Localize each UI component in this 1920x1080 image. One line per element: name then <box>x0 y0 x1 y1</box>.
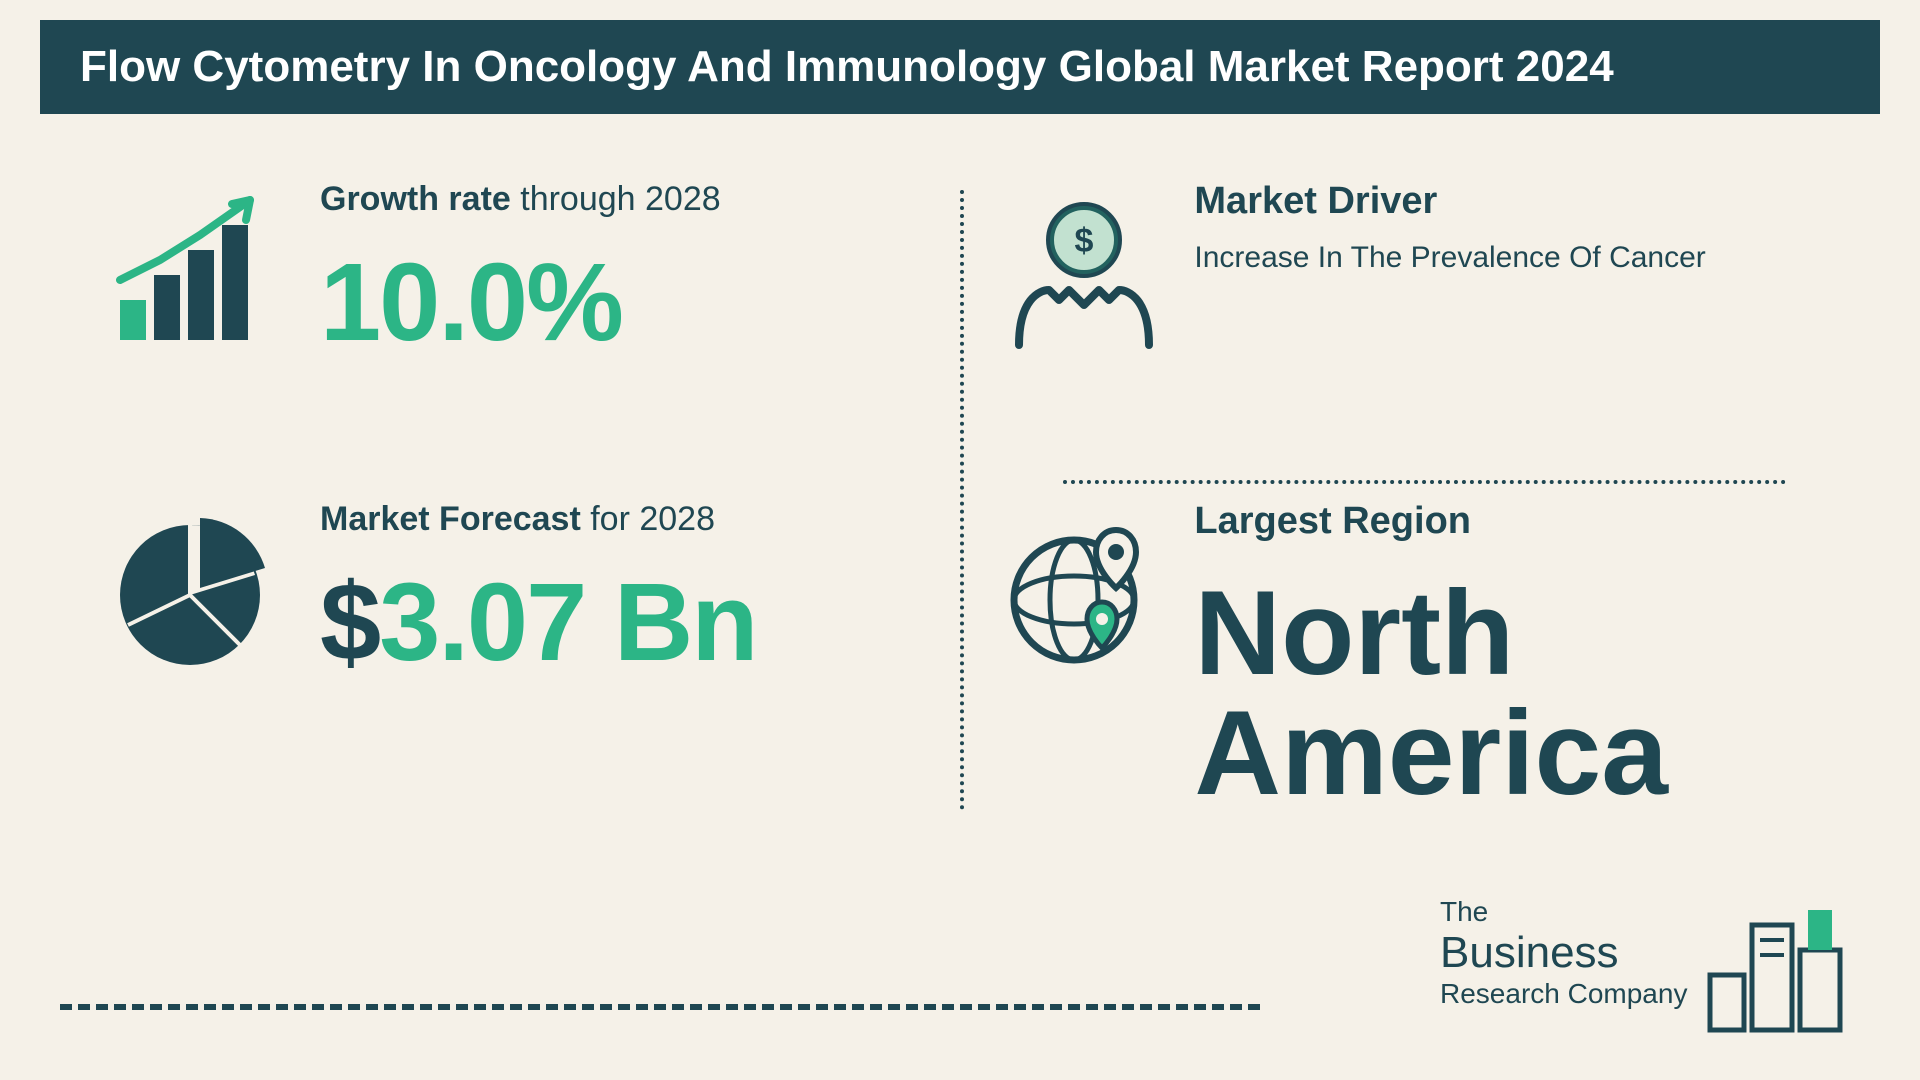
right-horizontal-divider <box>1063 480 1785 484</box>
pie-chart-icon <box>100 510 280 670</box>
forecast-prefix: $ <box>320 561 379 684</box>
growth-icon <box>100 190 280 350</box>
growth-value: 10.0% <box>320 239 926 366</box>
logo-buildings-icon <box>1700 880 1860 1040</box>
logo-text: The Business Research Company <box>1440 896 1687 1010</box>
forecast-number: 3.07 <box>379 561 585 684</box>
forecast-suffix: Bn <box>585 561 756 684</box>
hands-coin-icon: $ <box>994 190 1174 350</box>
region-label: Largest Region <box>1194 500 1820 543</box>
region-line1: North <box>1194 573 1820 693</box>
vertical-divider <box>960 190 964 810</box>
growth-label: Growth rate through 2028 <box>320 180 926 219</box>
logo-line2: Business <box>1440 928 1687 978</box>
region-line2: America <box>1194 693 1820 813</box>
forecast-value: $3.07 Bn <box>320 559 926 686</box>
region-value: North America <box>1194 573 1820 813</box>
content-grid: Growth rate through 2028 10.0% Market Fo… <box>100 180 1820 960</box>
growth-label-light: through 2028 <box>511 180 721 218</box>
forecast-label: Market Forecast for 2028 <box>320 500 926 539</box>
forecast-label-light: for 2028 <box>581 500 715 538</box>
logo-line3: Research Company <box>1440 978 1687 1010</box>
bottom-divider <box>60 1004 1260 1010</box>
growth-label-bold: Growth rate <box>320 180 511 218</box>
driver-panel: $ Market Driver Increase In The Prevalen… <box>994 180 1820 275</box>
logo-line1: The <box>1440 896 1687 928</box>
driver-text: Increase In The Prevalence Of Cancer <box>1194 241 1820 275</box>
driver-label: Market Driver <box>1194 180 1820 223</box>
svg-text:$: $ <box>1075 222 1094 260</box>
globe-pins-icon <box>994 510 1174 670</box>
forecast-panel: Market Forecast for 2028 $3.07 Bn <box>100 500 926 686</box>
forecast-label-bold: Market Forecast <box>320 500 581 538</box>
title-bar: Flow Cytometry In Oncology And Immunolog… <box>40 20 1880 114</box>
growth-panel: Growth rate through 2028 10.0% <box>100 180 926 366</box>
region-panel: Largest Region North America <box>994 500 1820 813</box>
company-logo: The Business Research Company <box>1440 880 1860 1040</box>
report-title: Flow Cytometry In Oncology And Immunolog… <box>80 42 1614 91</box>
